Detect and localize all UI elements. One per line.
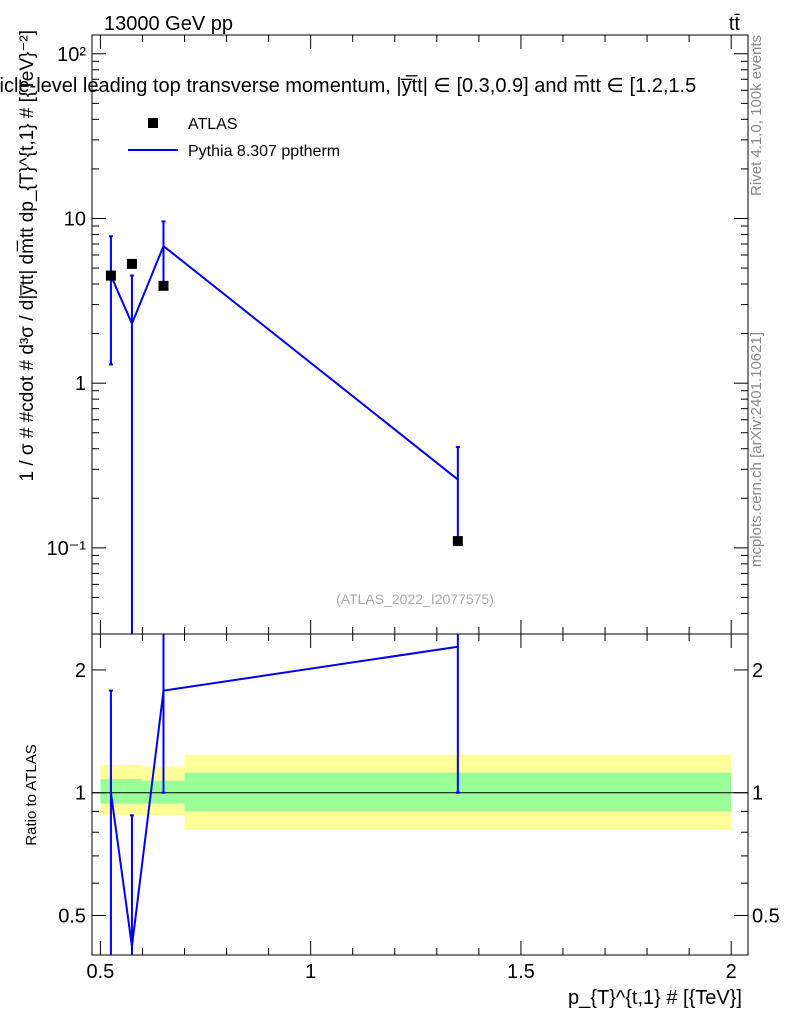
legend-atlas-marker xyxy=(148,118,158,128)
plot-title: ticle-level leading top transverse momen… xyxy=(0,74,696,97)
main-mc-series xyxy=(108,220,460,634)
ratio-mc-series xyxy=(108,634,460,955)
ratio-y-tick-label-right: 0.5 xyxy=(752,905,780,927)
ratio-y-tick-label-left: 2 xyxy=(75,660,86,682)
main-y-tick-label: 1 xyxy=(75,373,86,395)
mcplots-label: mcplots.cern.ch [arXiv:2401.10621] xyxy=(748,332,765,567)
analysis-watermark: (ATLAS_2022_I2077575) xyxy=(336,591,494,607)
rivet-version-label: Rivet 4.1.0, 100k events xyxy=(748,35,765,196)
legend-mc-label: Pythia 8.307 pptherm xyxy=(188,143,340,160)
main-y-axis-label: 1 / σ # #cdot # d³σ / d|y̅tt| dm̅tt dp_{… xyxy=(17,30,38,482)
main-mc-line xyxy=(110,244,459,481)
atlas-data-point xyxy=(452,536,463,547)
main-data-series xyxy=(105,258,463,547)
main-axis-ticks: 10⁻¹ 1 10 10² xyxy=(47,35,748,635)
ratio-x-tick-label: 1.5 xyxy=(507,961,535,983)
ratio-y-tick-label-left: 0.5 xyxy=(58,905,86,927)
ratio-x-tick-label: 0.5 xyxy=(87,961,115,983)
ratio-axis-ticks: 0.5 1 1.5 2 0.5 0.5 1 1 2 2 xyxy=(58,634,780,983)
ratio-band-green-1 xyxy=(121,779,143,804)
main-y-tick-label: 10² xyxy=(57,44,86,66)
main-y-tick-label: 10⁻¹ xyxy=(47,538,87,560)
ratio-mc-line xyxy=(109,645,458,947)
ratio-y-tick-label-left: 1 xyxy=(75,783,86,805)
main-y-tick-label: 10 xyxy=(64,208,86,230)
ratio-y-tick-label-right: 2 xyxy=(752,660,763,682)
ratio-x-tick-label: 2 xyxy=(726,961,737,983)
ratio-panel-frame xyxy=(91,633,749,956)
atlas-data-point xyxy=(158,280,169,291)
ratio-x-tick-label: 1 xyxy=(305,961,316,983)
x-axis-label: p_{T}^{t,1} # [{TeV}] xyxy=(568,987,742,1009)
ratio-y-tick-label-right: 1 xyxy=(752,783,763,805)
ratio-y-axis-label: Ratio to ATLAS xyxy=(23,744,40,845)
atlas-data-point xyxy=(105,270,116,281)
atlas-data-point xyxy=(126,258,137,269)
header-energy-label: 13000 GeV pp xyxy=(104,13,233,35)
legend-atlas-label: ATLAS xyxy=(188,116,238,133)
header-process-label: tt̄ xyxy=(729,13,741,35)
